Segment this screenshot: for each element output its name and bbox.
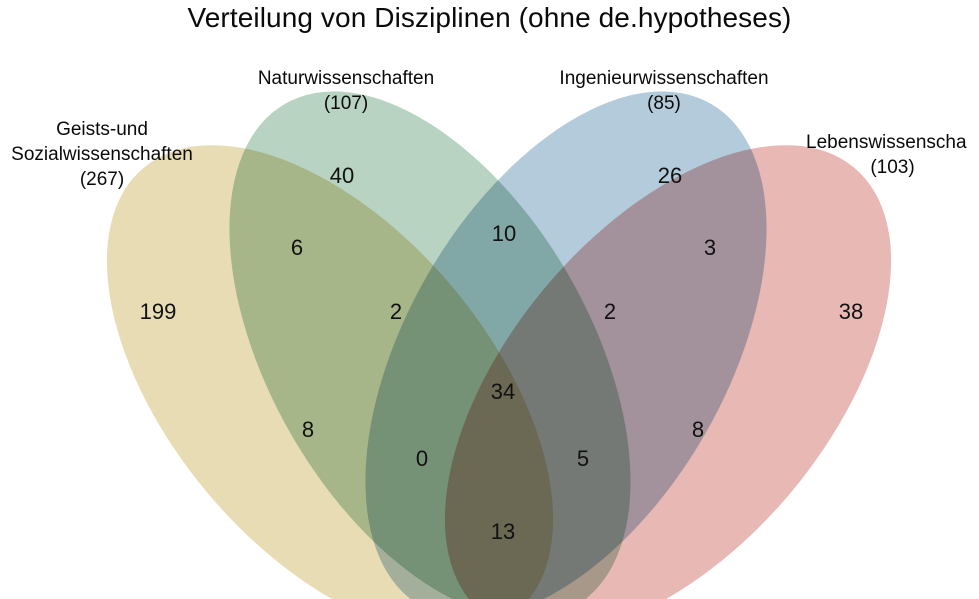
set-label-natur-line1: Naturwissenschaften — [257, 68, 435, 89]
set-label-geistes-line1: Geists-und — [56, 119, 148, 140]
set-label-leben-line1: Lebenswissenscha — [806, 132, 967, 153]
set-label-leben-count: (103) — [870, 157, 915, 178]
page-title: Verteilung von Disziplinen (ohne de.hypo… — [187, 2, 792, 33]
set-label-natur: Naturwissenschaften (107) — [222, 66, 470, 116]
set-label-ingenieur-line1: Ingenieurwissenschaften — [559, 68, 769, 89]
set-label-geistes-count: (267) — [79, 169, 125, 190]
set-label-geistes: Geists-und Sozialwissenschaften (267) — [4, 117, 200, 192]
set-label-ingenieur-count: (85) — [647, 93, 681, 114]
set-label-geistes-line2: Sozialwissenschaften — [11, 144, 193, 165]
set-label-natur-count: (107) — [323, 93, 369, 114]
set-label-ingenieur: Ingenieurwissenschaften (85) — [528, 66, 800, 116]
set-label-leben: Lebenswissenscha (103) — [806, 130, 979, 180]
ellipse-leben — [444, 145, 892, 599]
